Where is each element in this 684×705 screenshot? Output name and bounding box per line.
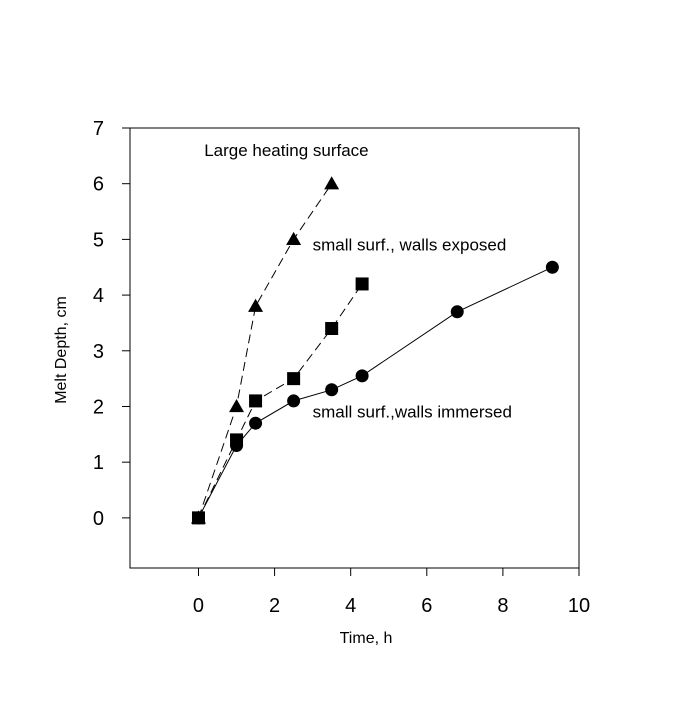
data-point-circle xyxy=(249,416,263,430)
data-point-triangle xyxy=(324,176,340,190)
x-tick-label: 10 xyxy=(568,595,590,617)
data-point-triangle xyxy=(229,398,245,413)
x-tick-label: 6 xyxy=(421,595,432,617)
y-axis: 0 1 2 3 4 5 6 7 xyxy=(93,118,130,530)
data-point-triangle xyxy=(248,298,264,312)
data-point-square xyxy=(287,372,301,386)
y-tick-label: 7 xyxy=(93,118,104,140)
series-square xyxy=(191,277,369,525)
data-point-circle xyxy=(287,394,301,408)
series-circle xyxy=(191,260,559,525)
y-tick-label: 1 xyxy=(93,452,104,474)
data-point-square xyxy=(355,277,369,291)
y-tick-label: 0 xyxy=(93,508,104,530)
y-tick-label: 3 xyxy=(93,341,104,363)
x-axis: 0 2 4 6 8 10 xyxy=(193,568,590,617)
y-tick-label: 4 xyxy=(93,285,104,307)
data-point-circle xyxy=(545,260,559,274)
data-point-circle xyxy=(191,511,205,525)
chart-annotation: small surf.,walls immersed xyxy=(313,403,512,422)
y-tick-label: 2 xyxy=(93,396,104,418)
series-line xyxy=(198,283,363,519)
y-tick-label: 5 xyxy=(93,229,104,251)
series-triangle xyxy=(190,176,340,524)
x-tick-label: 0 xyxy=(193,595,204,617)
x-axis-title: Time, h xyxy=(340,630,393,647)
data-point-circle xyxy=(450,305,464,319)
data-point-circle xyxy=(230,438,244,452)
x-tick-label: 8 xyxy=(497,595,508,617)
plot-frame xyxy=(129,127,580,569)
annotation-layer: Large heating surface small surf., walls … xyxy=(204,141,512,422)
chart-annotation: Large heating surface xyxy=(204,141,368,160)
data-point-triangle xyxy=(286,231,302,246)
series-line xyxy=(198,266,553,519)
data-point-circle xyxy=(355,369,369,383)
x-tick-label: 4 xyxy=(345,595,356,617)
data-point-square xyxy=(249,394,263,408)
y-axis-title: Melt Depth, cm xyxy=(53,296,70,404)
y-tick-label: 6 xyxy=(93,174,104,196)
series-layer xyxy=(190,176,559,525)
x-tick-label: 2 xyxy=(269,595,280,617)
chart-annotation: small surf., walls exposed xyxy=(313,236,507,255)
series-line xyxy=(198,183,333,519)
data-point-circle xyxy=(325,383,339,397)
data-point-square xyxy=(325,322,339,336)
